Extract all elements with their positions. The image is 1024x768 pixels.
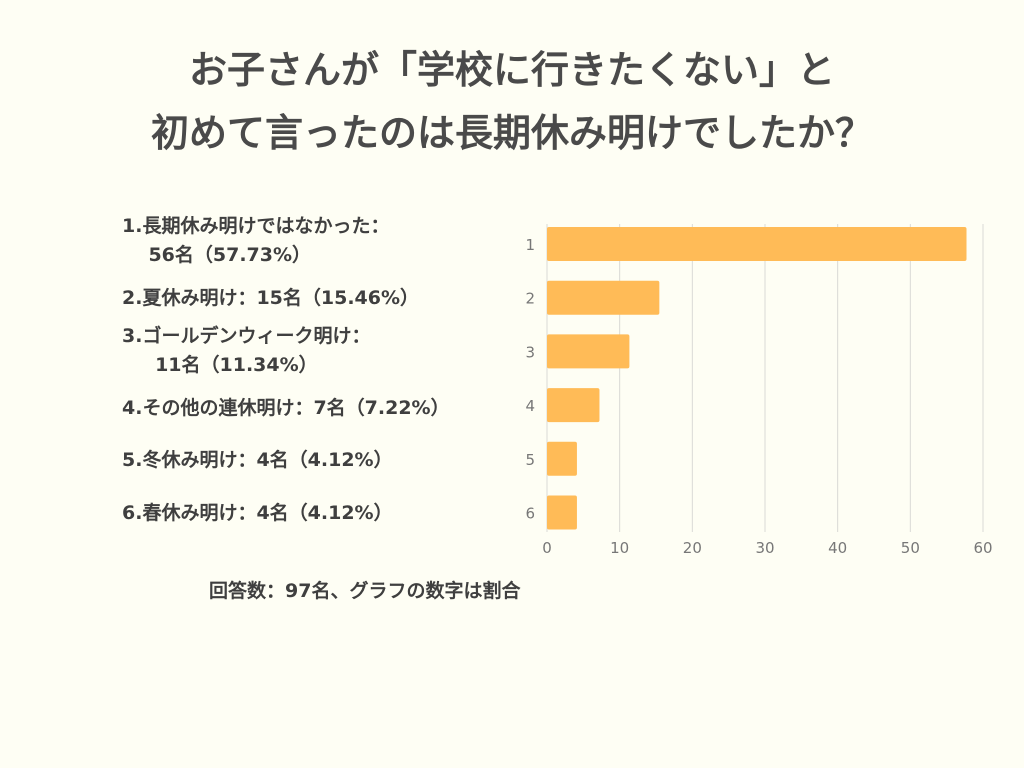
- x-tick-label: 60: [973, 539, 992, 557]
- x-tick-label: 40: [828, 539, 847, 557]
- x-tick-label: 50: [901, 539, 920, 557]
- y-tick-label: 5: [525, 451, 535, 469]
- category-label-2: 2.夏休み明け：15名（15.46%）: [122, 287, 420, 309]
- y-tick-label: 3: [525, 343, 535, 361]
- bar-4: [547, 388, 600, 423]
- y-tick-label: 4: [525, 397, 535, 415]
- bar-2: [547, 280, 660, 315]
- x-tick-label: 10: [610, 539, 629, 557]
- category-label-6: 6.春休み明け：4名（4.12%）: [122, 502, 393, 524]
- chart-title-line-1: お子さんが「学校に行きたくない」と: [188, 48, 835, 92]
- category-label-5: 5.冬休み明け：4名（4.12%）: [122, 449, 393, 471]
- category-label-4: 4.その他の連休明け：7名（7.22%）: [122, 397, 450, 419]
- x-tick-label: 30: [755, 539, 774, 557]
- y-tick-label: 2: [525, 290, 535, 308]
- y-tick-label: 6: [525, 505, 535, 523]
- bar-3: [547, 334, 630, 369]
- bar-6: [547, 495, 577, 530]
- bar-5: [547, 441, 577, 476]
- category-label-3: 3.ゴールデンウィーク明け： 11名（11.34%）: [122, 325, 371, 376]
- chart-title-line-2: 初めて言ったのは長期休み明けでしたか？: [150, 111, 873, 155]
- y-tick-label: 1: [525, 236, 535, 254]
- x-tick-label: 0: [542, 539, 552, 557]
- x-tick-label: 20: [683, 539, 702, 557]
- chart-note: 回答数：97名、グラフの数字は割合: [209, 580, 521, 602]
- category-label-1: 1.長期休み明けではなかった： 56名（57.73%）: [122, 215, 390, 266]
- bar-1: [547, 227, 967, 261]
